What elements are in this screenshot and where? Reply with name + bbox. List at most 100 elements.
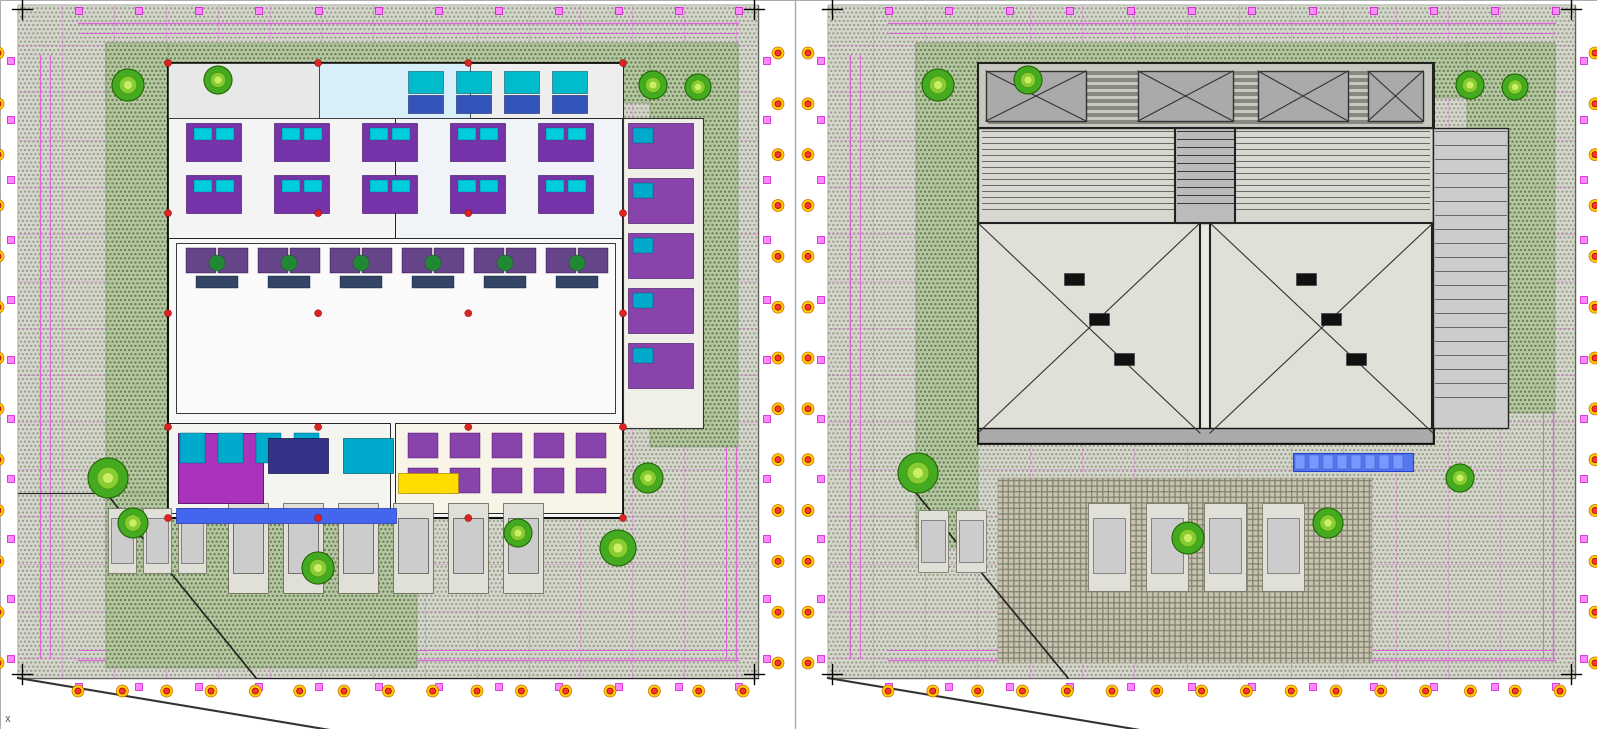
Circle shape (209, 255, 225, 271)
Bar (168, 63, 319, 118)
Circle shape (385, 688, 391, 694)
Circle shape (921, 69, 953, 101)
Bar (393, 503, 433, 593)
Text: x: x (5, 714, 11, 724)
Bar (331, 248, 359, 273)
Circle shape (164, 310, 171, 316)
Circle shape (771, 403, 784, 415)
Circle shape (339, 685, 350, 697)
Bar (1579, 176, 1586, 183)
Circle shape (1589, 149, 1597, 160)
Bar (632, 348, 653, 363)
Circle shape (685, 74, 711, 100)
Bar (1579, 475, 1586, 482)
Circle shape (1589, 657, 1597, 669)
Bar (533, 433, 564, 458)
Circle shape (695, 84, 701, 90)
Circle shape (1456, 71, 1484, 99)
Circle shape (805, 50, 811, 56)
Bar (1579, 655, 1586, 661)
Circle shape (382, 685, 394, 697)
Circle shape (1420, 685, 1431, 697)
Bar (402, 248, 433, 273)
Bar (816, 236, 824, 243)
Circle shape (1196, 685, 1207, 697)
Circle shape (802, 504, 814, 517)
Bar (1393, 455, 1404, 469)
Bar (1006, 682, 1012, 690)
Circle shape (805, 558, 811, 564)
Bar (816, 416, 824, 422)
Bar (989, 92, 1423, 96)
Bar (176, 243, 615, 413)
Circle shape (1064, 688, 1070, 694)
Circle shape (1199, 688, 1204, 694)
Circle shape (0, 250, 5, 262)
Bar (219, 248, 248, 273)
Bar (885, 7, 891, 14)
Bar (6, 117, 13, 123)
Circle shape (75, 688, 81, 694)
Bar (6, 416, 13, 422)
Circle shape (1016, 685, 1028, 697)
Circle shape (1512, 84, 1519, 90)
Bar (1151, 518, 1183, 573)
Bar (628, 233, 693, 278)
Bar (145, 518, 168, 563)
Circle shape (805, 304, 811, 310)
Bar (450, 175, 505, 213)
Circle shape (1589, 555, 1597, 567)
Circle shape (1592, 609, 1597, 615)
Circle shape (885, 688, 891, 694)
Bar (185, 123, 241, 161)
Bar (343, 438, 393, 473)
Circle shape (129, 519, 137, 527)
Circle shape (1183, 534, 1191, 542)
Bar (762, 595, 770, 601)
Circle shape (208, 688, 214, 694)
Bar (6, 356, 13, 362)
Bar (960, 520, 984, 562)
Bar (989, 99, 1423, 103)
Circle shape (644, 475, 652, 482)
Circle shape (1508, 80, 1522, 94)
Bar (449, 503, 489, 593)
Circle shape (1589, 200, 1597, 211)
Circle shape (88, 458, 128, 498)
Bar (985, 71, 1086, 121)
Bar (816, 356, 824, 362)
Bar (816, 296, 824, 303)
Bar (762, 176, 770, 183)
Bar (185, 175, 241, 213)
Circle shape (0, 555, 5, 567)
Circle shape (974, 688, 981, 694)
Bar (195, 682, 201, 690)
Bar (216, 128, 235, 140)
Circle shape (1592, 254, 1597, 260)
Bar (816, 475, 824, 482)
Bar (632, 293, 653, 308)
Bar (407, 433, 438, 458)
Bar (450, 468, 481, 493)
Bar (233, 518, 264, 573)
Circle shape (882, 685, 894, 697)
Bar (977, 223, 1199, 433)
Bar (6, 236, 13, 243)
Bar (319, 63, 470, 118)
Circle shape (739, 688, 746, 694)
Circle shape (204, 66, 232, 94)
Bar (256, 433, 281, 463)
Bar (628, 288, 693, 333)
Circle shape (1423, 688, 1429, 694)
Circle shape (696, 688, 701, 694)
Bar (168, 423, 390, 513)
Bar (921, 520, 945, 562)
Circle shape (620, 60, 626, 66)
Circle shape (1289, 688, 1294, 694)
Bar (450, 433, 481, 458)
Bar (1369, 71, 1423, 121)
Bar (371, 128, 388, 140)
Circle shape (771, 352, 784, 364)
Circle shape (0, 453, 5, 466)
Bar (495, 682, 501, 690)
